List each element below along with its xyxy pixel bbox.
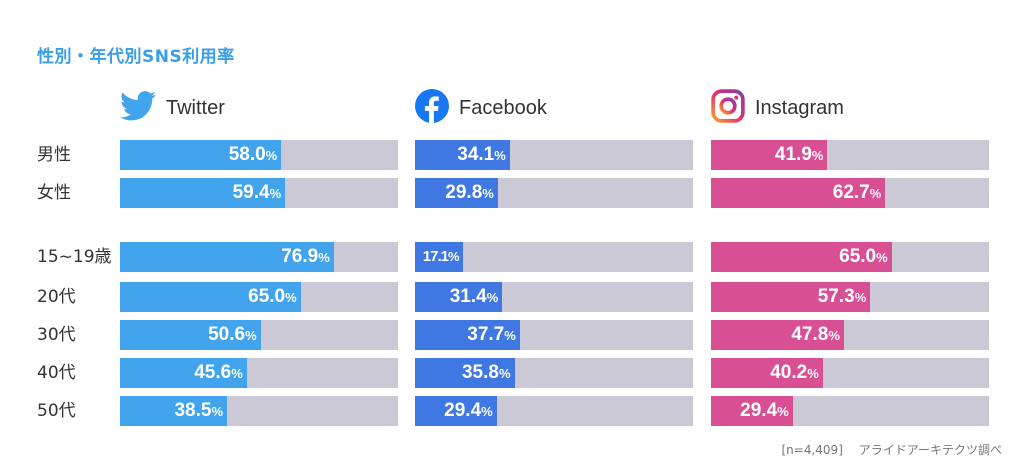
data-label: 31.4% <box>449 286 499 307</box>
row-label: 50代 <box>37 401 76 421</box>
bar-instagram: 57.3% <box>711 282 871 312</box>
bar-facebook: 37.7% <box>415 320 520 350</box>
instagram-icon <box>711 89 745 127</box>
bar-twitter: 59.4% <box>120 178 286 208</box>
data-label: 17.1% <box>422 248 460 265</box>
data-label: 35.8% <box>461 362 511 383</box>
row-label: 20代 <box>37 287 76 307</box>
bar-track: 40.2% <box>711 358 989 388</box>
bar-track: 50.6% <box>120 320 398 350</box>
bar-facebook: 17.1% <box>415 242 463 272</box>
data-label: 41.9% <box>774 144 824 165</box>
bar-instagram: 40.2% <box>711 358 823 388</box>
bar-twitter: 76.9% <box>120 242 334 272</box>
bar-track: 35.8% <box>415 358 693 388</box>
bar-twitter: 65.0% <box>120 282 301 312</box>
bar-instagram: 41.9% <box>711 140 828 170</box>
bar-track: 29.4% <box>711 396 989 426</box>
bar-instagram: 62.7% <box>711 178 886 208</box>
bar-twitter: 38.5% <box>120 396 228 426</box>
data-label: 65.0% <box>248 286 297 307</box>
bar-track: 38.5% <box>120 396 398 426</box>
source-credit: アライドアーキテクツ調べ <box>858 443 1002 457</box>
series-name: Facebook <box>459 96 547 119</box>
row-label: 女性 <box>37 183 71 203</box>
facebook-icon <box>415 89 449 127</box>
bar-facebook: 34.1% <box>415 140 510 170</box>
data-label: 29.8% <box>445 182 494 203</box>
chart-title: 性別・年代別SNS利用率 <box>37 47 235 67</box>
bar-track: 58.0% <box>120 140 398 170</box>
data-label: 34.1% <box>457 144 506 165</box>
data-label: 38.5% <box>174 400 224 421</box>
bar-track: 65.0% <box>120 282 398 312</box>
bar-track: 47.8% <box>711 320 989 350</box>
bar-track: 29.8% <box>415 178 693 208</box>
bar-track: 57.3% <box>711 282 989 312</box>
bar-facebook: 35.8% <box>415 358 515 388</box>
twitter-bird-icon <box>120 91 156 125</box>
data-label: 37.7% <box>467 324 516 345</box>
row-label: 40代 <box>37 363 76 383</box>
bar-instagram: 65.0% <box>711 242 892 272</box>
bar-track: 65.0% <box>711 242 989 272</box>
data-label: 47.8% <box>791 324 840 345</box>
series-name: Instagram <box>755 96 844 119</box>
data-label: 62.7% <box>832 182 882 203</box>
bar-facebook: 29.4% <box>415 396 497 426</box>
bar-twitter: 45.6% <box>120 358 247 388</box>
data-label: 50.6% <box>208 324 257 345</box>
legend-twitter: Twitter <box>120 90 225 126</box>
bar-track: 31.4% <box>415 282 693 312</box>
bar-twitter: 50.6% <box>120 320 261 350</box>
bar-track: 62.7% <box>711 178 989 208</box>
row-label: 15~19歳 <box>37 247 112 267</box>
bar-instagram: 29.4% <box>711 396 793 426</box>
bar-facebook: 31.4% <box>415 282 503 312</box>
data-label: 59.4% <box>232 182 282 203</box>
bar-track: 29.4% <box>415 396 693 426</box>
bar-instagram: 47.8% <box>711 320 844 350</box>
data-label: 29.4% <box>444 400 493 421</box>
bar-facebook: 29.8% <box>415 178 498 208</box>
bar-track: 59.4% <box>120 178 398 208</box>
bar-track: 45.6% <box>120 358 398 388</box>
data-label: 40.2% <box>770 362 819 383</box>
data-label: 57.3% <box>817 286 867 307</box>
footnote: [n=4,409] アライドアーキテクツ調べ <box>770 441 1003 458</box>
data-label: 29.4% <box>740 400 789 421</box>
series-name: Twitter <box>166 96 225 119</box>
data-label: 76.9% <box>281 246 330 267</box>
data-label: 58.0% <box>228 144 278 165</box>
row-label: 男性 <box>37 145 71 165</box>
data-label: 65.0% <box>839 246 888 267</box>
data-label: 45.6% <box>194 362 243 383</box>
bar-track: 17.1% <box>415 242 693 272</box>
legend-instagram: Instagram <box>711 89 844 127</box>
bar-track: 41.9% <box>711 140 989 170</box>
legend-facebook: Facebook <box>415 89 547 127</box>
bar-track: 37.7% <box>415 320 693 350</box>
sample-size: [n=4,409] <box>781 443 843 457</box>
row-label: 30代 <box>37 325 76 345</box>
bar-twitter: 58.0% <box>120 140 282 170</box>
bar-track: 34.1% <box>415 140 693 170</box>
bar-track: 76.9% <box>120 242 398 272</box>
